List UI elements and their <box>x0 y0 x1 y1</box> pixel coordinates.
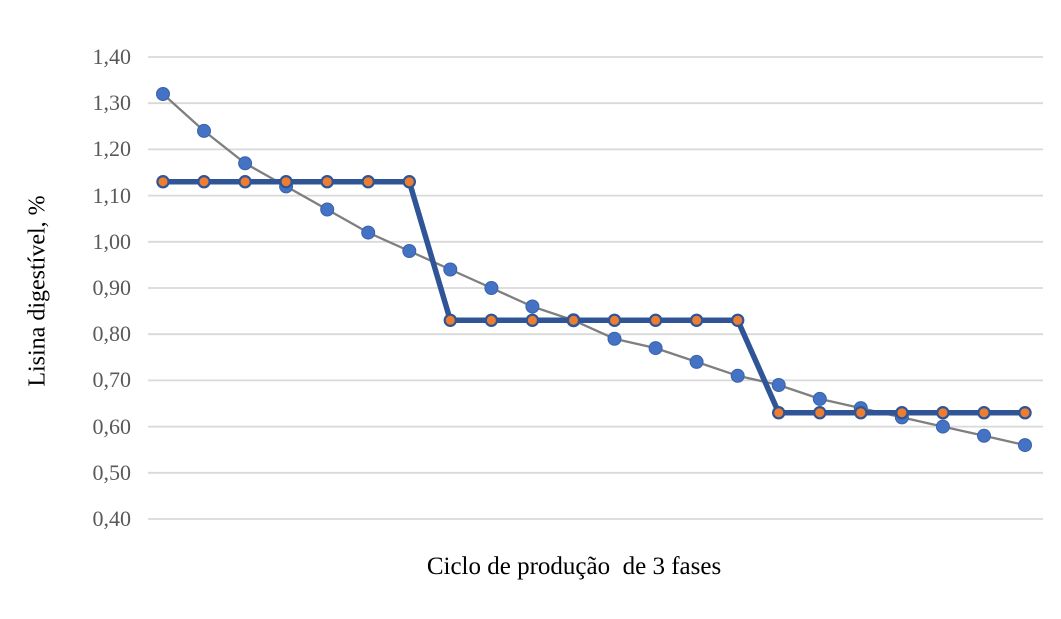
requirement-curve-marker <box>525 299 540 314</box>
requirement-curve-marker <box>977 428 991 443</box>
phase-step-line-marker <box>525 313 540 327</box>
requirement-curve-marker <box>812 391 827 406</box>
requirement-curve-marker <box>648 341 663 356</box>
y-tick-label: 0,80 <box>92 321 132 347</box>
phase-step-line-marker <box>854 406 868 420</box>
y-tick-label: 1,00 <box>92 228 132 254</box>
requirement-curve-marker <box>730 368 745 383</box>
phase-step-line-marker <box>936 406 950 420</box>
phase-step-line-marker <box>772 406 786 420</box>
requirement-curve-marker <box>935 419 950 434</box>
phase-step-line-marker <box>361 174 375 189</box>
phase-step-line-marker <box>156 174 170 189</box>
requirement-curve-marker <box>320 202 335 217</box>
requirement-curve-marker <box>771 378 786 392</box>
phase-step-line-marker <box>197 174 211 189</box>
phase-step-line-marker <box>320 174 334 189</box>
requirement-curve-marker <box>443 262 458 277</box>
phase-step-line-line <box>160 178 1028 416</box>
requirement-curve-marker <box>607 331 622 346</box>
phase-step-line-marker <box>977 406 991 420</box>
y-tick-label: 0,90 <box>92 275 132 300</box>
y-tick-label: 1,40 <box>92 44 132 69</box>
phase-step-line-marker <box>689 313 704 327</box>
phase-step-line-marker <box>443 313 457 327</box>
phase-step-line-marker <box>566 313 581 327</box>
y-axis-tick-labels: 1,40 1,30 1,20 1,10 1,00 0,90 0,80 0,70 … <box>0 0 132 619</box>
requirement-curve-marker <box>689 354 704 369</box>
phase-step-line-marker <box>279 174 293 189</box>
requirement-curve-marker <box>238 156 253 171</box>
y-tick-label: 0,50 <box>92 459 132 485</box>
phase-step-line-marker <box>607 313 622 327</box>
phase-step-line-marker <box>648 313 663 327</box>
phase-step-line-marker <box>1018 406 1032 420</box>
requirement-curve-marker <box>1018 438 1032 453</box>
x-axis-title: Ciclo de produção de 3 fases <box>426 553 722 580</box>
requirement-curve-marker <box>402 244 417 258</box>
y-tick-label: 0,40 <box>92 506 132 531</box>
phase-step-line-marker <box>731 313 745 327</box>
requirement-curve-marker <box>361 225 376 240</box>
requirement-curve-marker <box>156 87 170 101</box>
y-tick-label: 1,10 <box>92 182 132 208</box>
y-tick-label: 1,20 <box>92 136 132 162</box>
requirement-curve-marker <box>484 281 499 295</box>
requirement-curve-marker <box>197 123 211 138</box>
phase-step-line-marker <box>813 406 827 420</box>
requirement-curve-line <box>161 92 1027 447</box>
phase-step-line-marker <box>238 174 252 189</box>
phase-step-line-marker <box>895 406 909 420</box>
y-tick-label: 1,30 <box>92 90 132 116</box>
y-tick-label: 0,60 <box>92 413 132 439</box>
y-tick-label: 0,70 <box>92 367 132 393</box>
phase-step-line-marker <box>484 313 499 327</box>
phase-step-line-marker <box>402 174 416 189</box>
